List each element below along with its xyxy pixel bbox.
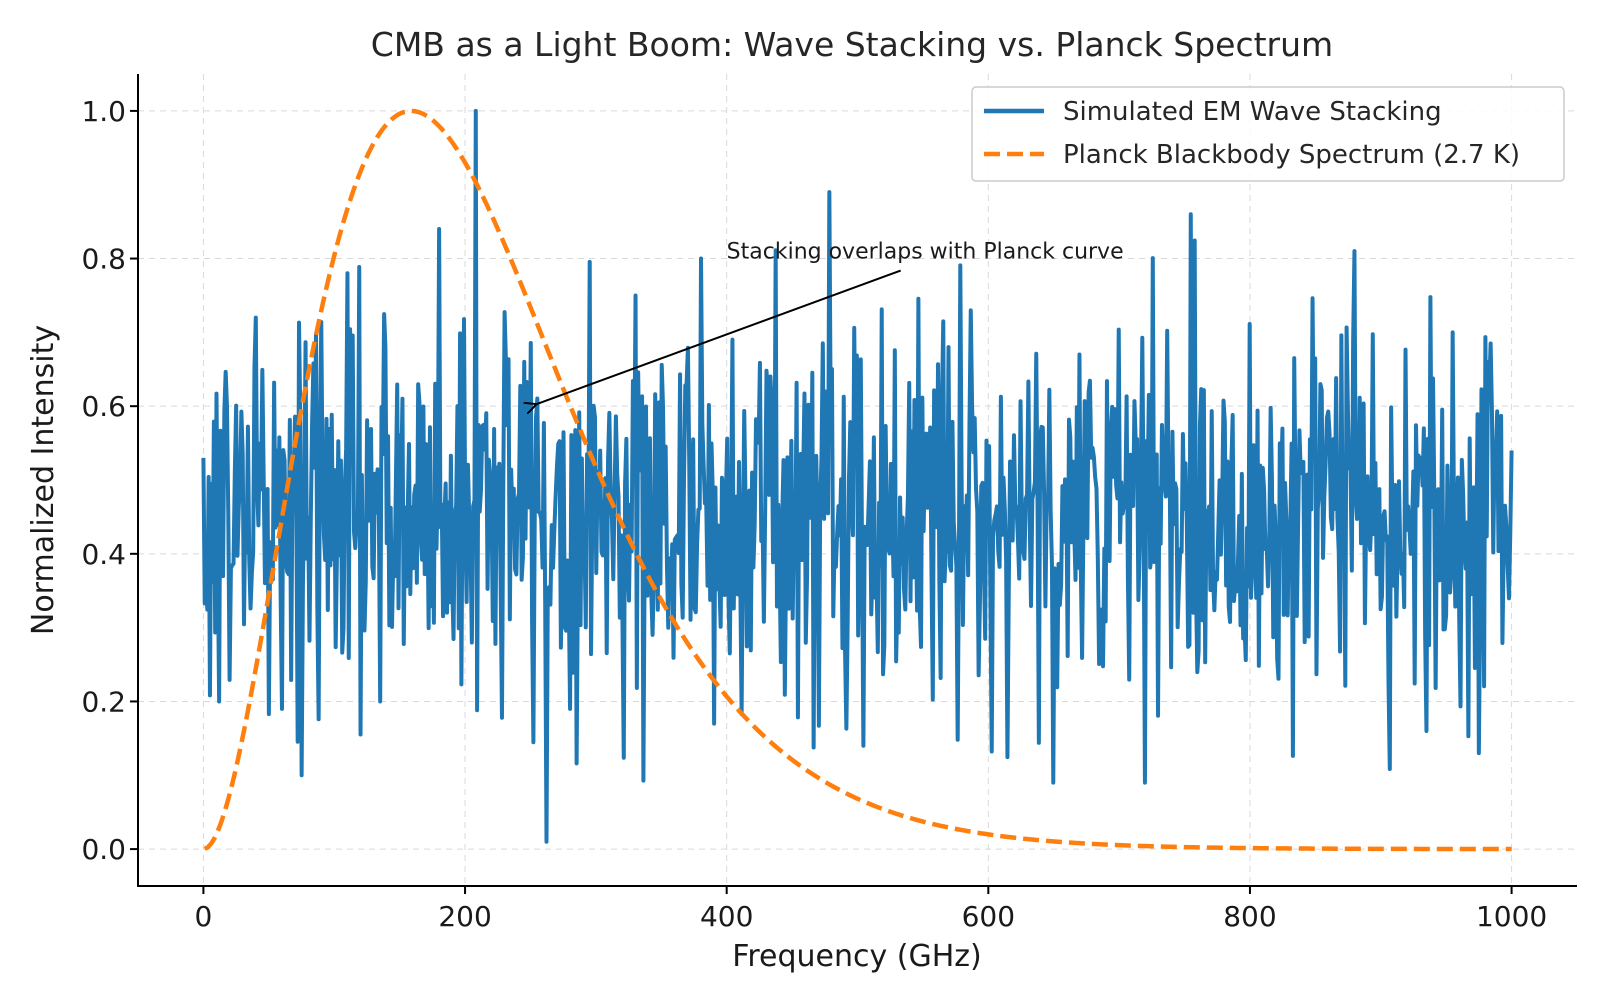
series-line-stacking — [201, 108, 1514, 844]
series-layer — [201, 108, 1514, 852]
y-tick-label: 0.2 — [81, 685, 126, 718]
ticks: 0 200 400 600 800 1000 0.0 0.2 0.4 0.6 0.8 1.0 — [81, 95, 1547, 933]
annotation-arrow — [536, 269, 902, 405]
legend-box — [971, 86, 1565, 182]
x-tick-label: 200 — [438, 900, 491, 933]
legend-label-planck: Planck Blackbody Spectrum (2.7 K) — [1063, 140, 1520, 170]
x-tick-label: 800 — [1223, 900, 1276, 933]
series-line-planck — [203, 108, 1512, 852]
x-tick-label: 0 — [194, 900, 212, 933]
y-tick-label: 0.0 — [81, 833, 126, 866]
y-tick-label: 0.4 — [81, 538, 126, 571]
y-tick-label: 1.0 — [81, 95, 126, 128]
annotation-text: Stacking overlaps with Planck curve — [727, 240, 1124, 265]
y-tick-label: 0.8 — [81, 243, 126, 276]
y-axis-label: Normalized Intensity — [26, 325, 61, 635]
legend: Simulated EM Wave Stacking Planck Blackb… — [971, 86, 1565, 182]
x-tick-label: 1000 — [1476, 900, 1547, 933]
axes — [137, 74, 1577, 887]
x-tick-label: 400 — [700, 900, 753, 933]
chart-title: CMB as a Light Boom: Wave Stacking vs. P… — [371, 25, 1333, 64]
x-tick-label: 600 — [962, 900, 1015, 933]
x-axis-label: Frequency (GHz) — [732, 939, 981, 974]
y-tick-label: 0.6 — [81, 390, 126, 423]
annotations: Stacking overlaps with Planck curve — [536, 240, 1124, 405]
legend-label-stacking: Simulated EM Wave Stacking — [1063, 97, 1442, 127]
